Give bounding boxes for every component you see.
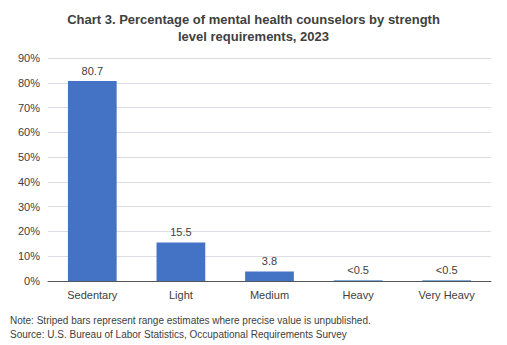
svg-text:level requirements, 2023: level requirements, 2023 bbox=[178, 29, 329, 44]
svg-text:<0.5: <0.5 bbox=[436, 264, 458, 276]
svg-text:Medium: Medium bbox=[250, 289, 289, 301]
svg-text:3.8: 3.8 bbox=[262, 255, 277, 267]
svg-text:Light: Light bbox=[169, 289, 193, 301]
svg-text:20%: 20% bbox=[18, 225, 40, 237]
svg-text:<0.5: <0.5 bbox=[347, 264, 369, 276]
svg-text:Heavy: Heavy bbox=[343, 289, 375, 301]
svg-text:80%: 80% bbox=[18, 77, 40, 89]
svg-text:Chart 3. Percentage of mental: Chart 3. Percentage of mental health cou… bbox=[67, 12, 440, 27]
svg-text:Note: Striped bars represent r: Note: Striped bars represent range estim… bbox=[10, 315, 371, 326]
svg-text:90%: 90% bbox=[18, 52, 40, 64]
svg-text:80.7: 80.7 bbox=[82, 65, 103, 77]
svg-text:60%: 60% bbox=[18, 126, 40, 138]
svg-text:Very Heavy: Very Heavy bbox=[419, 289, 476, 301]
svg-text:0%: 0% bbox=[24, 275, 40, 287]
svg-text:30%: 30% bbox=[18, 201, 40, 213]
svg-text:15.5: 15.5 bbox=[170, 226, 191, 238]
svg-text:70%: 70% bbox=[18, 102, 40, 114]
svg-text:40%: 40% bbox=[18, 176, 40, 188]
svg-text:Sedentary: Sedentary bbox=[67, 289, 118, 301]
svg-text:Source: U.S. Bureau of Labor S: Source: U.S. Bureau of Labor Statistics,… bbox=[10, 329, 347, 340]
svg-text:50%: 50% bbox=[18, 151, 40, 163]
svg-text:10%: 10% bbox=[18, 250, 40, 262]
